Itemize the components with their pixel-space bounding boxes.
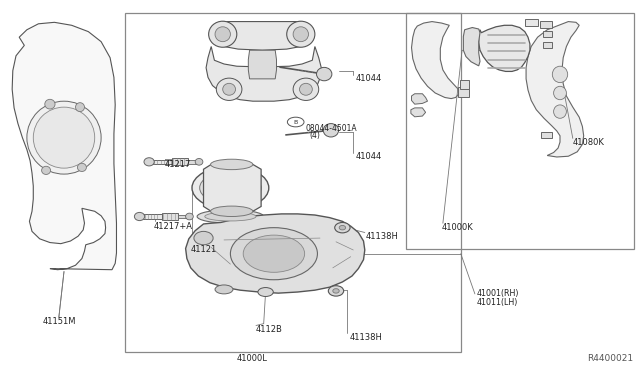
Ellipse shape [293,78,319,100]
Ellipse shape [287,21,315,47]
Text: 41000K: 41000K [442,223,474,232]
Ellipse shape [33,107,95,168]
Ellipse shape [134,212,145,221]
Text: 41121: 41121 [191,245,217,254]
Polygon shape [412,94,428,104]
Polygon shape [412,22,460,99]
Ellipse shape [300,83,312,95]
Text: 41044: 41044 [355,74,381,83]
Bar [458,87,469,97]
Text: B: B [294,119,298,125]
Ellipse shape [209,21,237,47]
Ellipse shape [42,166,51,174]
Ellipse shape [195,158,203,165]
Polygon shape [479,25,530,71]
Text: 41138H: 41138H [349,333,382,342]
Text: 41011(LH): 41011(LH) [477,298,518,307]
Text: R4400021: R4400021 [588,354,634,363]
Polygon shape [204,164,261,211]
Ellipse shape [215,285,233,294]
Bar [172,158,188,165]
Circle shape [287,117,304,127]
Bar [152,160,172,164]
Ellipse shape [200,171,261,204]
Ellipse shape [27,101,101,174]
Text: 41217+A: 41217+A [154,222,193,231]
Ellipse shape [317,67,332,81]
Bar [162,213,178,220]
Bar [188,160,199,164]
Ellipse shape [216,78,242,100]
Ellipse shape [333,289,339,293]
Ellipse shape [144,158,154,166]
Bar [543,31,552,37]
Text: 08044-4501A: 08044-4501A [306,124,358,133]
Ellipse shape [243,235,305,272]
Ellipse shape [335,222,350,233]
Bar [543,42,552,48]
Text: (4): (4) [309,131,320,140]
Polygon shape [248,50,276,79]
Text: 41044: 41044 [355,152,381,161]
Polygon shape [206,46,321,101]
Bar [540,21,552,28]
Ellipse shape [76,103,84,112]
Ellipse shape [554,105,566,118]
Bar [525,19,538,26]
Ellipse shape [223,83,236,95]
Bar [460,80,469,89]
Ellipse shape [339,225,346,230]
Polygon shape [463,28,480,66]
Ellipse shape [554,86,566,100]
Polygon shape [214,22,310,50]
Polygon shape [186,214,365,293]
Polygon shape [12,22,116,270]
Ellipse shape [211,206,253,217]
Ellipse shape [45,99,55,109]
Bar [406,13,634,249]
Text: 41217: 41217 [165,160,191,169]
Ellipse shape [205,212,256,221]
Ellipse shape [211,159,253,170]
Text: 41001(RH): 41001(RH) [477,289,519,298]
Bar [541,132,552,138]
Ellipse shape [186,213,193,220]
Bar [178,215,189,218]
Text: 41000L: 41000L [237,355,268,363]
Text: 4112B: 4112B [256,325,283,334]
Bar [125,13,461,352]
Polygon shape [526,22,584,157]
Ellipse shape [328,286,344,296]
Polygon shape [411,108,426,117]
Bar [143,214,162,219]
Ellipse shape [258,288,273,296]
Ellipse shape [552,66,568,83]
Ellipse shape [293,27,308,42]
Ellipse shape [77,163,86,171]
Text: 41138H: 41138H [366,232,399,241]
Ellipse shape [192,166,269,209]
Text: 41080K: 41080K [573,138,605,147]
Ellipse shape [323,124,339,137]
Ellipse shape [197,210,264,223]
Ellipse shape [194,231,213,245]
Text: 41151M: 41151M [42,317,76,326]
Ellipse shape [215,27,230,42]
Ellipse shape [230,228,317,280]
